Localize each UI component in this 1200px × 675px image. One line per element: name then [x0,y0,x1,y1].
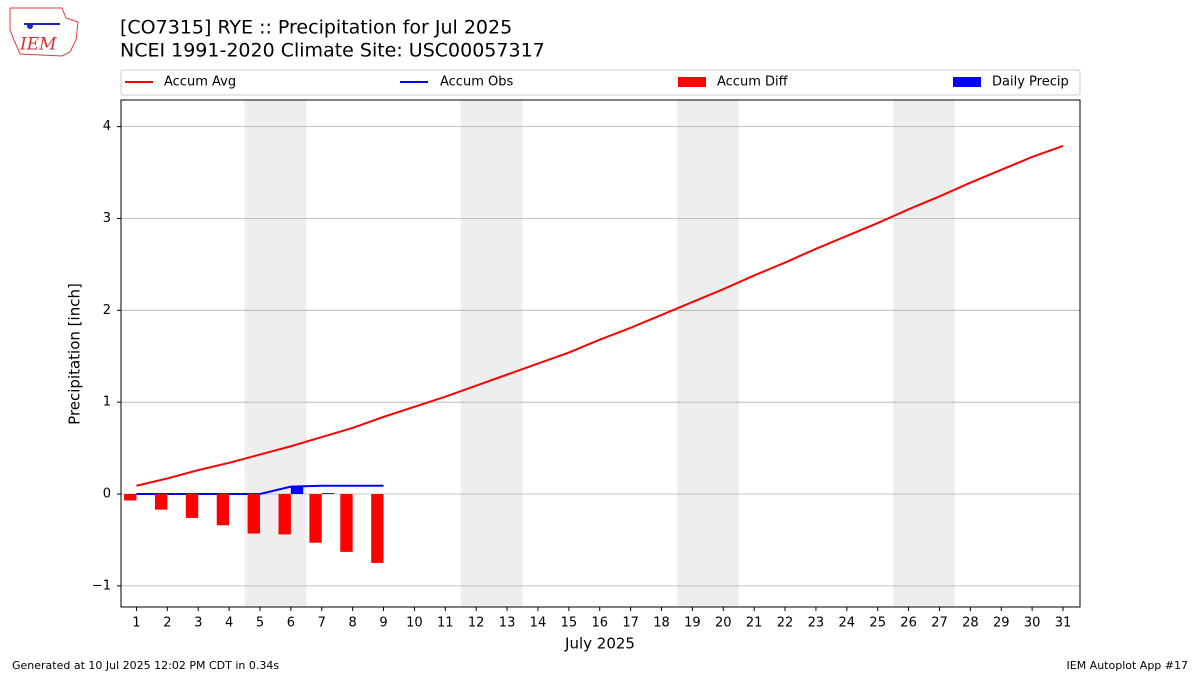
legend-label: Accum Avg [164,75,236,90]
y-tick-label: 4 [103,119,111,134]
bar [124,494,137,501]
x-tick-label: 23 [808,616,825,631]
x-tick-label: 28 [962,616,979,631]
y-tick-label: 3 [103,211,111,226]
line [136,484,384,496]
weekend-shade [460,100,523,607]
x-tick-label: 7 [318,616,326,631]
footer-left: Generated at 10 Jul 2025 12:02 PM CDT in… [12,659,279,672]
x-tick-label: 19 [684,616,701,631]
x-tick-label: 31 [1055,616,1072,631]
x-tick-label: 3 [194,616,202,631]
plot-frame [120,99,1081,608]
x-tick-label: 1 [132,616,140,631]
bar [371,494,384,563]
logo-icon [27,23,33,29]
legend-swatch [678,77,706,87]
x-tick-label: 2 [163,616,171,631]
weekend-shade [893,100,955,607]
bar [309,494,322,543]
bar [216,494,230,526]
legend-label: Accum Obs [440,75,513,90]
legend-swatch [953,77,981,87]
x-tick-label: 30 [1024,616,1041,631]
bar [321,493,335,495]
x-tick-label: 6 [287,616,295,631]
bar [185,494,199,518]
x-tick-label: 15 [561,616,578,631]
x-tick-label: 27 [931,616,948,631]
bar [278,494,291,535]
bar [247,494,260,534]
legend-label: Daily Precip [992,75,1069,90]
x-tick-label: 16 [591,616,608,631]
bar [340,494,353,552]
y-tick-label: 1 [103,395,111,410]
x-tick-label: 29 [993,616,1010,631]
logo-outline [9,7,79,57]
logo: IEM [9,7,79,57]
line [136,144,1064,487]
logo-text: IEM [19,35,57,55]
x-tick-label: 14 [530,616,547,631]
x-tick-label: 22 [777,616,794,631]
x-tick-label: 11 [437,616,454,631]
x-tick-label: 24 [839,616,856,631]
x-tick-label: 26 [900,616,917,631]
legend-box [120,69,1081,96]
x-tick-label: 4 [225,616,233,631]
bar [290,486,304,495]
x-tick-label: 25 [869,616,886,631]
footer-right: IEM Autoplot App #17 [1067,659,1189,672]
y-tick-label: 0 [103,487,111,502]
bar [154,494,168,510]
x-tick-label: 17 [622,616,639,631]
legend-label: Accum Diff [717,75,789,90]
weekend-shade [676,100,739,607]
y-axis-label: Precipitation [inch] [66,283,84,425]
chart-subtitle: NCEI 1991-2020 Climate Site: USC00057317 [120,40,545,62]
x-tick-label: 8 [349,616,357,631]
x-tick-label: 12 [468,616,485,631]
x-tick-label: 20 [715,616,732,631]
chart-title: [CO7315] RYE :: Precipitation for Jul 20… [120,17,512,39]
x-tick-label: 21 [746,616,763,631]
x-tick-label: 13 [499,616,516,631]
x-tick-label: 9 [379,616,387,631]
x-tick-label: 18 [653,616,670,631]
y-tick-label: 2 [103,303,111,318]
x-tick-label: 5 [256,616,264,631]
y-tick-label: −1 [92,578,111,593]
x-tick-label: 10 [406,616,423,631]
x-axis-label: July 2025 [564,635,635,653]
